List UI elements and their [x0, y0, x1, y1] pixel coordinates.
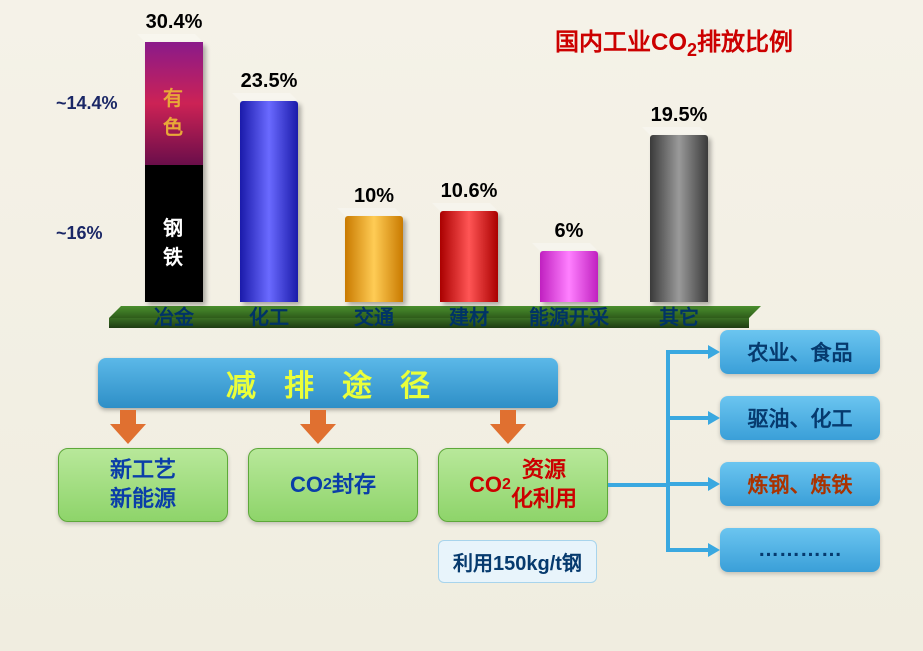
bar-化工: [240, 101, 298, 302]
bar-value-label: 23.5%: [241, 70, 298, 93]
bar-value-label: 10.6%: [441, 180, 498, 203]
bar-category-label: 交通: [354, 301, 394, 330]
arrow-down-icon: [110, 424, 146, 444]
bar-category-label: 冶金: [154, 301, 194, 330]
connector-line: [608, 483, 670, 487]
path-box: CO2封存: [248, 448, 418, 522]
path-box: CO2资源化利用: [438, 448, 608, 522]
bar-category-label: 能源开采: [529, 301, 609, 330]
bar-category-label: 其它: [659, 301, 699, 330]
connector-line: [668, 548, 710, 552]
bar-segment-label: 钢铁: [145, 212, 203, 270]
bar-其它: [650, 135, 708, 302]
bar-建材: [440, 211, 498, 302]
bar-value-label: 30.4%: [146, 11, 203, 34]
bar-能源开采: [540, 251, 598, 302]
side-pct-label: ~16%: [56, 223, 103, 244]
bar-冶金: 有色钢铁: [145, 42, 203, 302]
application-box: 炼钢、炼铁: [720, 462, 880, 506]
bar-category-label: 化工: [249, 301, 289, 330]
bar-交通: [345, 216, 403, 302]
bar-value-label: 10%: [354, 185, 394, 208]
connector-line: [668, 482, 710, 486]
bar-category-label: 建材: [449, 301, 489, 330]
arrow-down-icon: [490, 424, 526, 444]
connector-trunk: [666, 350, 670, 552]
utilization-note: 利用150kg/t钢: [438, 540, 597, 583]
connector-line: [668, 416, 710, 420]
application-box: …………: [720, 528, 880, 572]
chart-base-front: [109, 318, 749, 328]
application-box: 农业、食品: [720, 330, 880, 374]
side-pct-label: ~14.4%: [56, 93, 118, 114]
bar-segment-label: 有色: [145, 82, 203, 140]
arrow-down-icon: [300, 424, 336, 444]
connector-line: [668, 350, 710, 354]
bar-chart: 有色钢铁 ~14.4% ~16% 30.4% 冶金 23.5% 化工 10% 交通 10.6% 建材…: [50, 10, 770, 330]
reduction-banner: 减排途径: [98, 358, 558, 408]
application-box: 驱油、化工: [720, 396, 880, 440]
path-box: 新工艺新能源: [58, 448, 228, 522]
bar-value-label: 19.5%: [651, 104, 708, 127]
bar-value-label: 6%: [555, 220, 584, 243]
